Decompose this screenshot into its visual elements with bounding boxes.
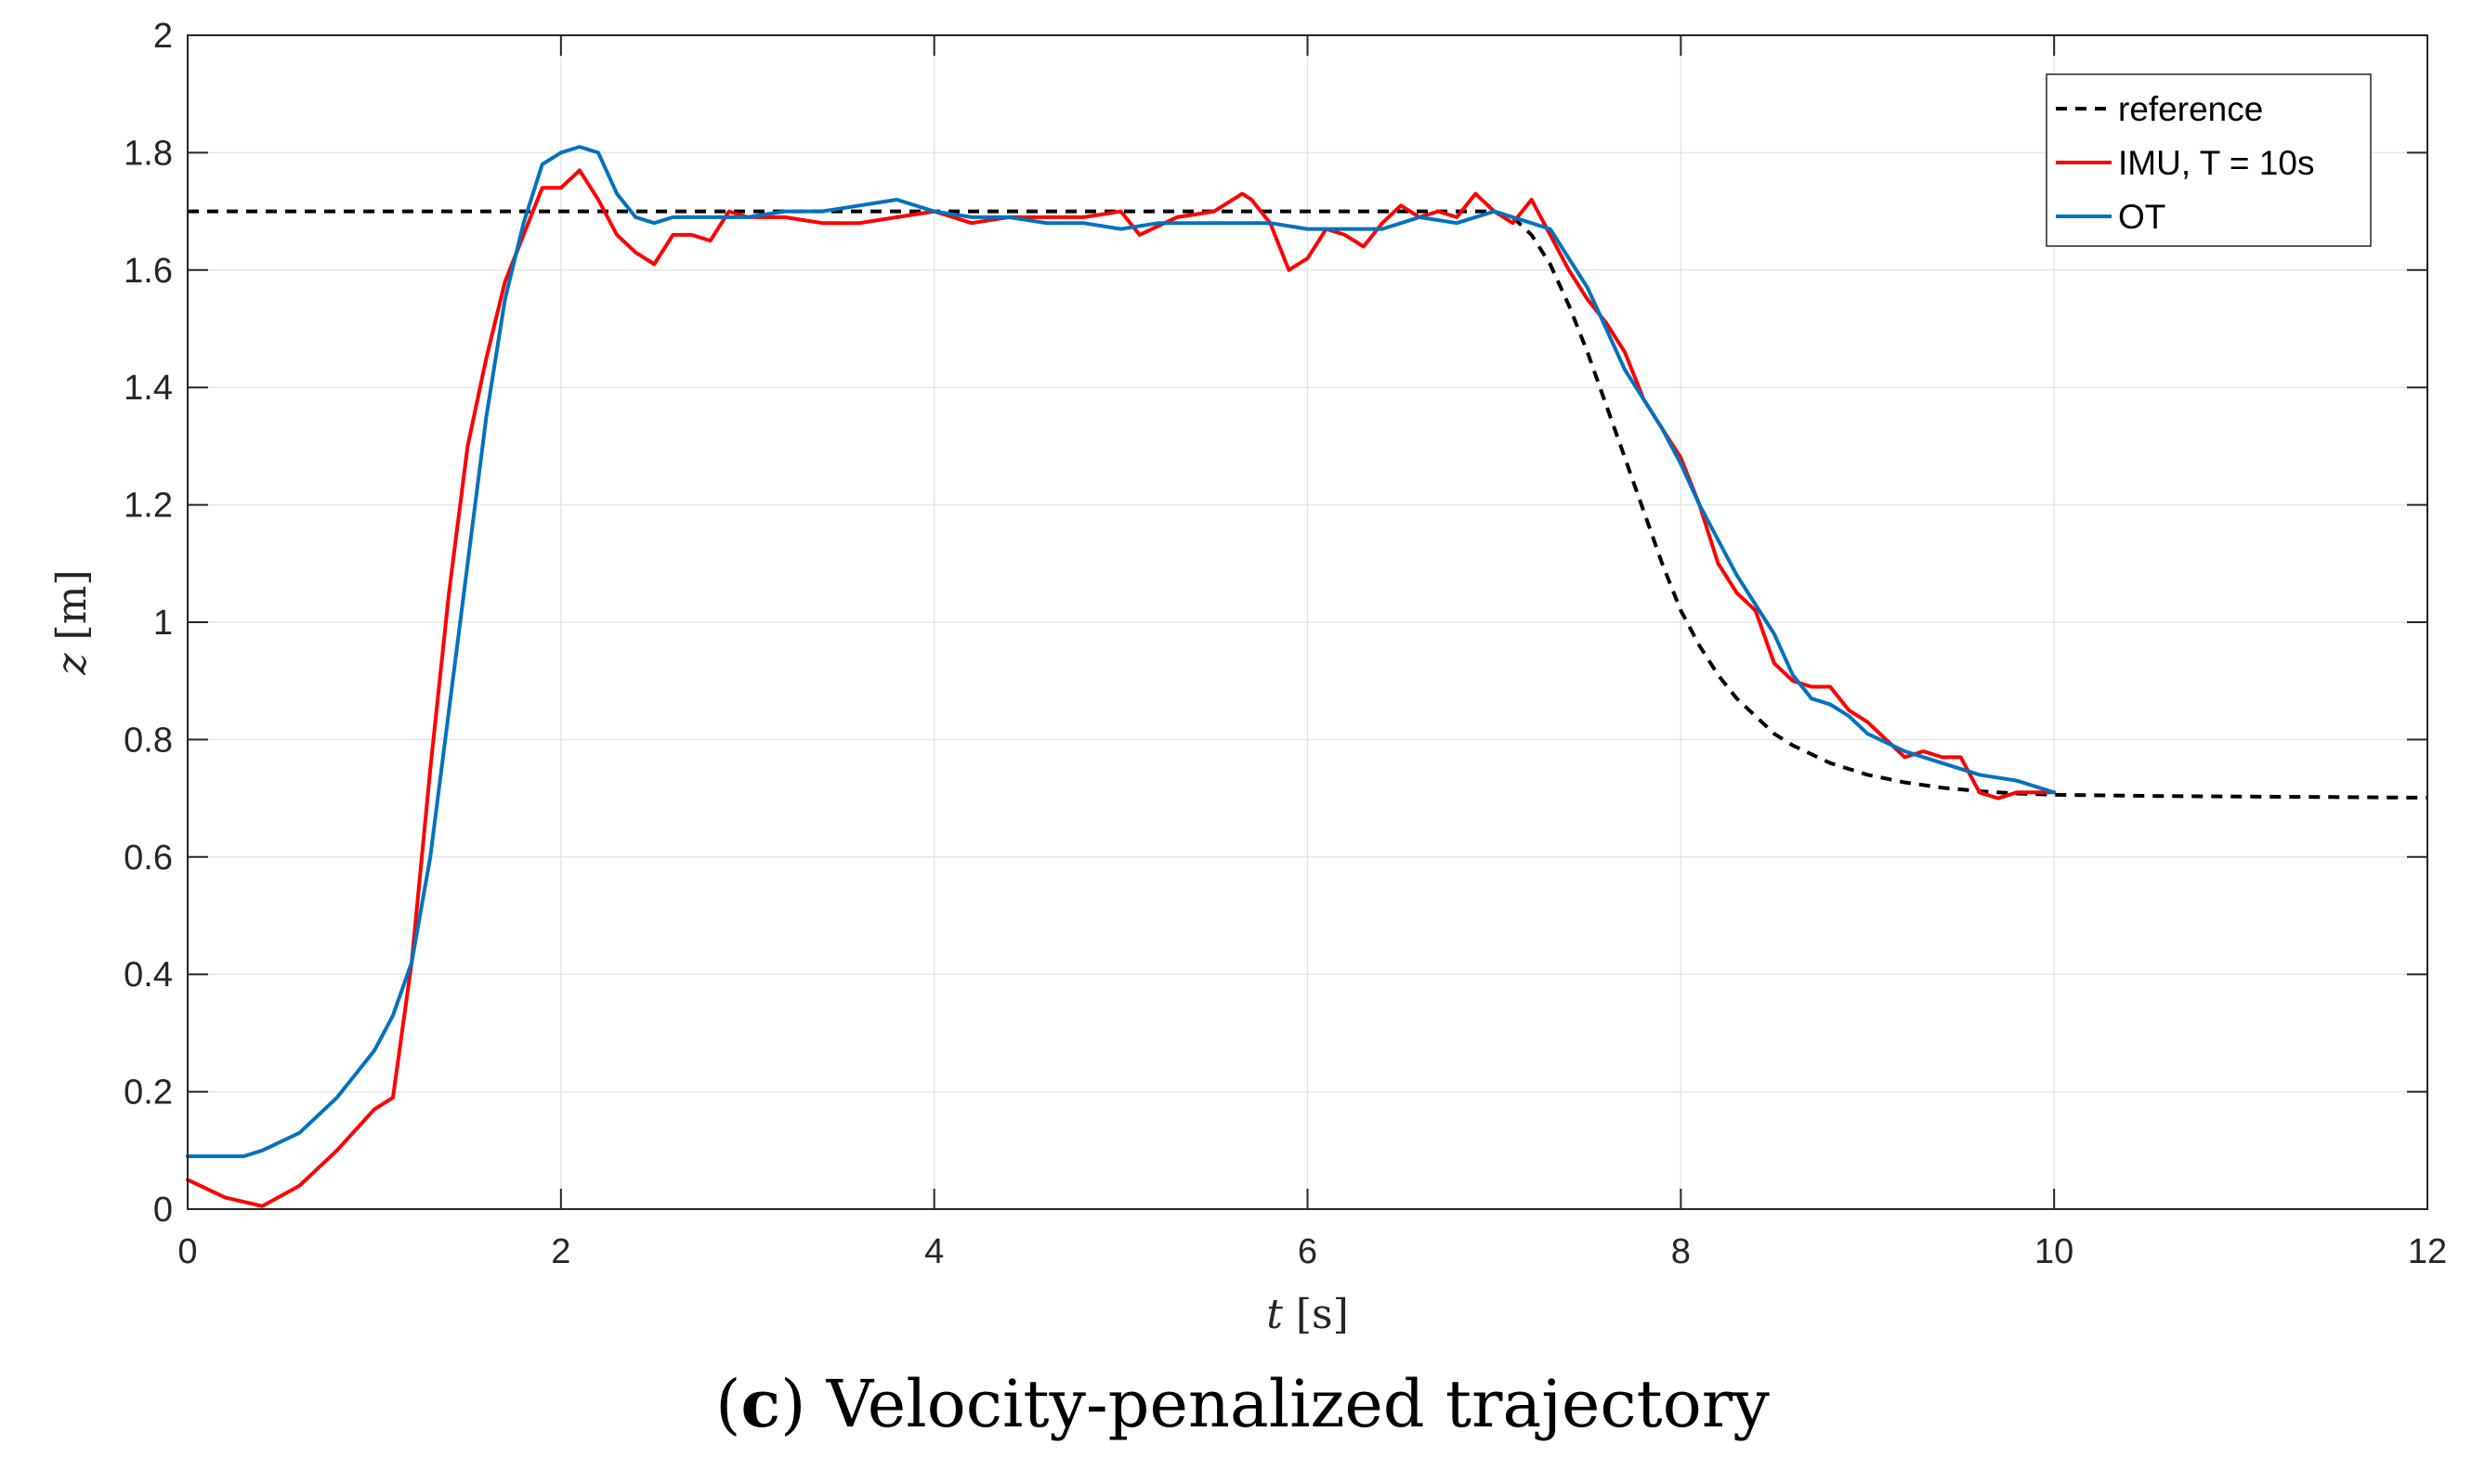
y-tick-labels: 0 0.2 0.4 0.6 0.8 1 1.2 1.4 1.6 1.8 2 <box>124 17 173 1230</box>
figure-caption: (c) Velocity-penalized trajectory <box>715 1365 1770 1442</box>
y-tick-label: 1.6 <box>124 252 173 291</box>
y-tick-label: 2 <box>153 17 173 56</box>
y-tick-label: 0.6 <box>124 839 173 878</box>
caption-text: Velocity-penalized trajectory <box>826 1366 1770 1442</box>
x-tick-label: 4 <box>924 1232 944 1271</box>
series-layer <box>186 145 2428 1208</box>
y-tick-label: 0.4 <box>124 956 173 995</box>
x-axis-variable: t <box>1266 1291 1283 1338</box>
legend-label-imu: IMU, T = 10s <box>2118 144 2314 182</box>
x-tick-label: 0 <box>177 1232 197 1271</box>
y-axis-unit: [m] <box>48 569 96 640</box>
y-tick-label: 0.2 <box>124 1074 173 1113</box>
legend-label-reference: reference <box>2118 90 2263 128</box>
x-tick-label: 6 <box>1298 1232 1317 1271</box>
legend-label-ot: OT <box>2118 198 2165 236</box>
y-tick-label: 1.8 <box>124 134 173 173</box>
x-axis-label: t [s] <box>1266 1291 1349 1338</box>
x-tick-label: 2 <box>551 1232 570 1271</box>
legend: reference IMU, T = 10s OT <box>2046 73 2372 247</box>
caption-letter: c <box>740 1365 781 1442</box>
y-axis-label: z [m] <box>48 569 96 675</box>
axis-ticks <box>187 34 2428 1210</box>
y-tick-label: 0.8 <box>124 721 173 760</box>
series-ot-line <box>186 145 2057 1159</box>
y-tick-label: 1.2 <box>124 487 173 526</box>
y-axis-variable: z <box>48 653 96 676</box>
y-tick-label: 1 <box>153 604 173 643</box>
x-tick-label: 12 <box>2408 1232 2447 1271</box>
y-tick-label: 0 <box>153 1191 173 1230</box>
x-tick-labels: 0 2 4 6 8 10 12 <box>177 1232 2447 1271</box>
y-tick-label: 1.4 <box>124 369 173 408</box>
x-axis-unit: [s] <box>1296 1291 1349 1338</box>
x-tick-label: 8 <box>1671 1232 1691 1271</box>
x-tick-label: 10 <box>2034 1232 2073 1271</box>
